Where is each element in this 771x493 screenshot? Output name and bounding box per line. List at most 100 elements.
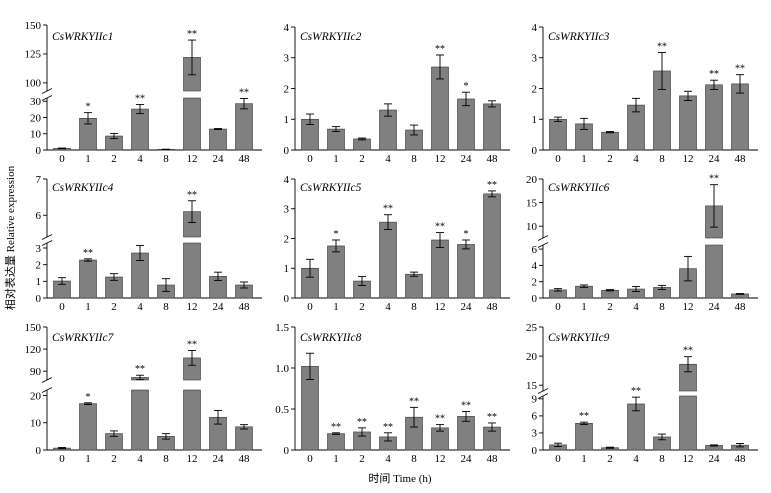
- x-tick-label-1h: 1: [581, 301, 587, 313]
- error-bar-24h: [462, 239, 470, 250]
- error-bar-8h: [410, 124, 418, 136]
- error-bar-2h: [110, 132, 118, 140]
- axis-break-mark: [41, 377, 53, 383]
- bar-24h: [457, 244, 475, 299]
- error-bar-12h: [684, 255, 692, 282]
- y-tick-label: 9: [532, 394, 538, 406]
- error-bar-0h: [306, 113, 314, 125]
- error-bar-2h: [606, 289, 614, 292]
- significance-label-12h: **: [435, 222, 445, 233]
- error-bar-8h: [410, 406, 418, 428]
- x-tick-label-12h: 12: [435, 153, 446, 165]
- x-tick-label-0h: 0: [307, 301, 313, 313]
- error-bar-1h: [580, 421, 588, 425]
- significance-label-8h: **: [409, 396, 419, 407]
- significance-label-12h: **: [187, 29, 197, 40]
- x-tick-label-24h: 24: [213, 301, 225, 313]
- error-bar-12h: [684, 90, 692, 101]
- y-tick-label: 25: [526, 322, 538, 334]
- significance-label-8h: **: [657, 42, 667, 53]
- x-tick-label-12h: 12: [187, 301, 198, 313]
- bar-body: [705, 84, 723, 151]
- bar-body: [549, 118, 567, 151]
- x-tick-label-48h: 48: [487, 153, 499, 165]
- x-tick-label-48h: 48: [735, 301, 747, 313]
- error-bar-4h: [384, 103, 392, 117]
- x-tick-label-0h: 0: [307, 153, 313, 165]
- significance-label-24h: **: [709, 69, 719, 80]
- significance-label-12h: **: [683, 346, 693, 357]
- x-tick-label-48h: 48: [239, 301, 251, 313]
- bar-4h: [379, 221, 397, 299]
- error-bar-0h: [58, 447, 66, 450]
- error-bar-48h: [736, 443, 744, 448]
- bar-body: [235, 103, 253, 151]
- y-tick-label: 6: [36, 210, 42, 222]
- x-tick-label-48h: 48: [735, 453, 747, 465]
- error-bar-12h: [436, 232, 444, 248]
- x-tick-label-12h: 12: [683, 301, 694, 313]
- x-tick-label-12h: 12: [435, 453, 446, 465]
- error-bar-1h: [332, 126, 340, 133]
- error-bar-4h: [136, 245, 144, 261]
- y-tick-label: 15: [526, 380, 538, 392]
- bar-12h: [431, 66, 449, 151]
- x-tick-label-12h: 12: [683, 453, 694, 465]
- error-bar-4h: [136, 104, 144, 115]
- x-tick-label-1h: 1: [333, 301, 339, 313]
- bar-body: [679, 95, 697, 151]
- x-tick-label-0h: 0: [307, 453, 313, 465]
- bar-1h: [575, 422, 593, 451]
- bar-12h: [183, 357, 201, 451]
- error-bar-4h: [136, 374, 144, 381]
- error-bar-1h: [580, 117, 588, 130]
- x-tick-label-1h: 1: [85, 153, 91, 165]
- x-tick-label-2h: 2: [111, 153, 117, 165]
- x-tick-label-24h: 24: [461, 453, 473, 465]
- axis-break-mark: [537, 388, 549, 394]
- error-bar-4h: [632, 97, 640, 113]
- error-bar-8h: [162, 278, 170, 292]
- error-bar-48h: [488, 190, 496, 198]
- bar-body: [379, 221, 397, 299]
- error-bar-24h: [462, 411, 470, 422]
- bar-2h: [601, 131, 619, 151]
- error-bar-2h: [358, 427, 366, 437]
- y-tick-label: 0: [284, 145, 290, 157]
- y-tick-label: 0: [36, 293, 42, 305]
- x-tick-label-4h: 4: [137, 453, 143, 465]
- x-tick-label-1h: 1: [85, 453, 91, 465]
- x-tick-label-0h: 0: [555, 301, 561, 313]
- y-tick-label: 2: [284, 83, 290, 95]
- bar-1h: [79, 403, 97, 451]
- axis-break-mark: [537, 242, 549, 248]
- x-tick-label-0h: 0: [555, 153, 561, 165]
- bar-body: [79, 259, 97, 299]
- x-tick-label-24h: 24: [709, 453, 721, 465]
- y-tick-label: 3: [532, 428, 538, 440]
- x-tick-label-12h: 12: [683, 153, 694, 165]
- error-bar-0h: [554, 116, 562, 122]
- error-bar-8h: [658, 52, 666, 90]
- significance-label-48h: **: [487, 180, 497, 191]
- x-tick-label-4h: 4: [385, 153, 391, 165]
- y-tick-label: 20: [526, 174, 538, 186]
- bar-body: [183, 389, 201, 451]
- y-tick-label: 2: [532, 276, 538, 288]
- bar-body: [79, 403, 97, 451]
- error-bar-2h: [110, 430, 118, 437]
- error-bar-24h: [214, 128, 222, 130]
- x-tick-label-12h: 12: [187, 453, 198, 465]
- error-bar-0h: [58, 277, 66, 285]
- x-tick-label-48h: 48: [487, 301, 499, 313]
- y-tick-label: 150: [25, 20, 42, 32]
- bar-body: [575, 285, 593, 299]
- x-tick-label-0h: 0: [59, 301, 65, 313]
- error-bar-2h: [606, 131, 614, 134]
- y-tick-label: 3: [532, 53, 538, 65]
- error-bar-12h: [436, 424, 444, 432]
